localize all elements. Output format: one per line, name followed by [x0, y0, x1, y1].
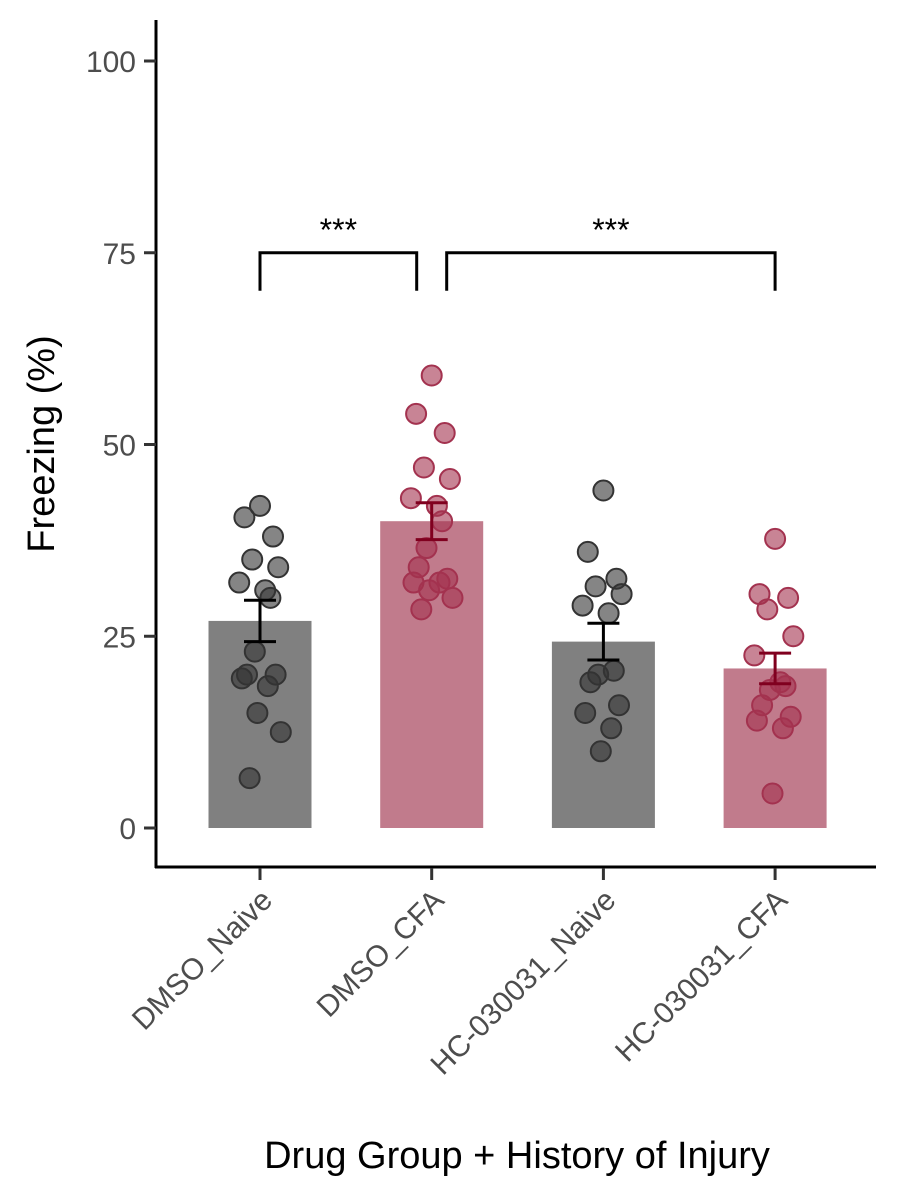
point-DMSO_Naive — [241, 548, 264, 571]
point-DMSO_Naive — [267, 556, 290, 579]
y-tick-label: 50 — [103, 430, 136, 463]
x-tick-label: HC-030031_CFA — [609, 884, 794, 1069]
significance-bracket — [445, 251, 777, 291]
bar-DMSO_CFA — [380, 521, 484, 828]
point-DMSO_CFA — [431, 510, 454, 533]
point-DMSO_CFA — [418, 579, 441, 602]
point-DMSO_CFA — [415, 537, 438, 560]
point-HC-030031_Naive — [597, 602, 620, 625]
x-tick-label: DMSO_CFA — [311, 884, 451, 1024]
point-DMSO_CFA — [399, 487, 422, 510]
y-tick-label: 25 — [103, 621, 136, 654]
x-axis-title: Drug Group + History of Injury — [264, 1135, 770, 1177]
point-DMSO_Naive — [256, 675, 279, 698]
errorbars-layer — [244, 501, 792, 686]
point-HC-030031_CFA — [764, 527, 787, 550]
point-DMSO_Naive — [228, 571, 251, 594]
point-DMSO_CFA — [420, 364, 443, 387]
point-HC-030031_CFA — [743, 644, 766, 667]
point-DMSO_Naive — [243, 640, 266, 663]
point-HC-030031_Naive — [589, 740, 612, 763]
point-DMSO_Naive — [249, 494, 271, 517]
point-DMSO_Naive — [230, 667, 253, 690]
y-tick-label: 75 — [103, 238, 136, 271]
y-ticks: 0 25 50 75 100 — [86, 46, 156, 846]
points-layer — [228, 364, 805, 805]
point-HC-030031_CFA — [771, 717, 794, 740]
point-DMSO_Naive — [262, 525, 284, 548]
point-HC-030031_CFA — [777, 586, 800, 609]
significance-label: *** — [320, 212, 357, 248]
point-DMSO_Naive — [259, 586, 282, 609]
significance-label: *** — [592, 212, 629, 248]
x-ticks: DMSO_Naive DMSO_CFAHC-030031_NaiveHC-0300… — [126, 868, 794, 1081]
point-HC-030031_Naive — [576, 540, 599, 563]
y-axis-title: Freezing (%) — [21, 335, 63, 553]
point-DMSO_CFA — [405, 402, 428, 425]
point-HC-030031_Naive — [608, 694, 630, 717]
point-HC-030031_Naive — [574, 701, 597, 724]
x-tick-label: HC-030031_Naive — [424, 884, 622, 1082]
point-DMSO_CFA — [433, 421, 456, 444]
point-HC-030031_Naive — [584, 575, 607, 598]
point-HC-030031_CFA — [756, 598, 779, 621]
point-HC-030031_CFA — [782, 625, 805, 648]
point-HC-030031_Naive — [579, 671, 602, 694]
significance-layer: *** *** — [258, 212, 777, 291]
point-HC-030031_CFA — [761, 782, 784, 805]
y-tick-label: 0 — [119, 813, 136, 846]
y-tick-label: 100 — [86, 46, 136, 79]
x-tick-label: DMSO_Naive — [126, 884, 279, 1037]
point-HC-030031_CFA — [745, 709, 768, 732]
point-HC-030031_Naive — [571, 594, 594, 617]
point-DMSO_Naive — [269, 721, 292, 744]
point-DMSO_Naive — [246, 701, 269, 724]
point-DMSO_CFA — [410, 598, 433, 621]
point-HC-030031_Naive — [600, 717, 623, 740]
point-DMSO_CFA — [438, 468, 461, 491]
significance-bracket — [258, 251, 419, 291]
point-HC-030031_Naive — [610, 583, 633, 606]
bars-layer — [208, 521, 827, 828]
point-DMSO_CFA — [412, 456, 435, 479]
point-HC-030031_Naive — [592, 479, 615, 502]
point-DMSO_CFA — [441, 586, 464, 609]
point-DMSO_Naive — [233, 506, 256, 529]
point-DMSO_Naive — [238, 767, 261, 790]
